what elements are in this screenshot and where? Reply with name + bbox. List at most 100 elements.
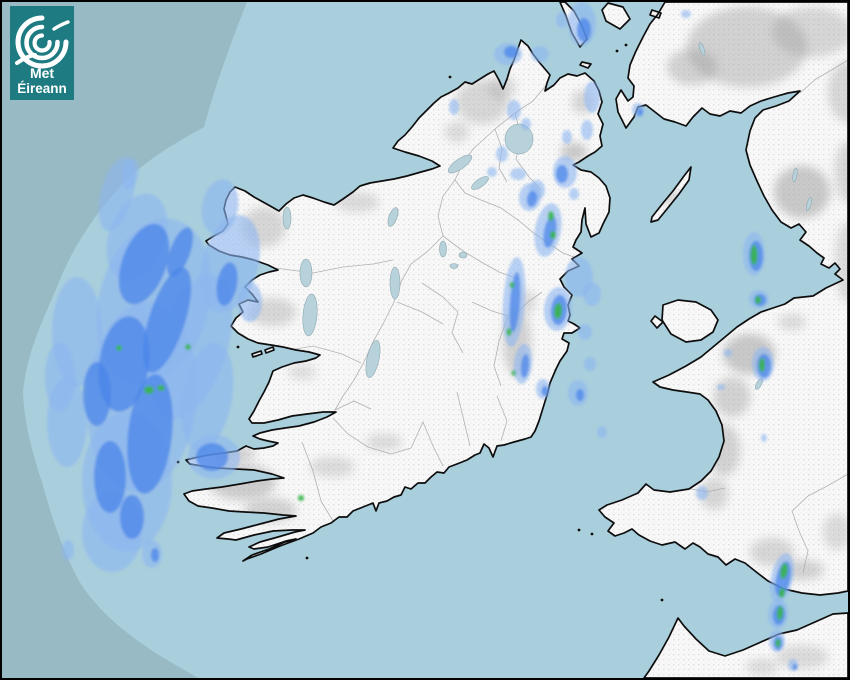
- terrain-relief-shading: [778, 314, 806, 330]
- lake: [447, 154, 473, 174]
- rain-cell-light: [201, 179, 239, 235]
- rain-cell-heavy: [548, 211, 554, 221]
- rain-cell-medium: [127, 374, 173, 494]
- rain-cell-medium: [142, 267, 192, 373]
- met-eireann-logo: Met Éireann: [10, 6, 74, 100]
- county-boundary-line: [245, 259, 394, 274]
- lake: [806, 196, 812, 212]
- rain-cell-heavy: [759, 358, 765, 372]
- island-4-coastline: [650, 166, 692, 223]
- county-boundary-line: [332, 417, 392, 455]
- county-boundary-line: [390, 421, 444, 467]
- lake: [299, 258, 313, 288]
- rain-cell-light: [583, 282, 601, 306]
- terrain-relief-shading: [667, 49, 717, 85]
- terrain-relief-shading: [828, 62, 848, 122]
- rain-cell-light: [180, 342, 234, 452]
- rain-cell-light: [562, 130, 572, 144]
- islet-dot: [448, 75, 452, 79]
- island-3-coastline: [579, 61, 592, 69]
- rain-cell-light: [531, 46, 549, 62]
- island-2-texture: [650, 10, 661, 18]
- island-8-texture: [265, 347, 274, 353]
- rain-cell-light: [521, 118, 531, 130]
- rain-cell-medium: [504, 46, 518, 58]
- lake: [302, 293, 318, 337]
- islet-dot: [615, 49, 619, 53]
- terrain-relief-shading: [835, 222, 848, 302]
- terrain-relief-shading: [746, 659, 778, 675]
- island-7-texture: [252, 351, 262, 357]
- rain-cell-medium: [577, 18, 591, 42]
- rain-cell-heavy: [506, 328, 512, 336]
- rain-cell-medium: [556, 165, 568, 183]
- rain-cell-heavy: [775, 639, 781, 647]
- rain-cell-light: [569, 188, 579, 200]
- rain-cell-heavy: [776, 606, 784, 620]
- island-6-coastline: [650, 315, 664, 329]
- lake: [792, 167, 798, 183]
- islet-dot: [660, 598, 664, 602]
- lakes: [282, 42, 812, 390]
- rain-cell-heavy: [509, 282, 515, 288]
- rain-cell-light: [449, 99, 459, 115]
- terrain-relief-shading: [288, 364, 316, 380]
- logo-text-met: Met: [30, 65, 54, 81]
- terrain-relief-shading: [823, 514, 848, 550]
- rain-cell-medium: [83, 362, 111, 426]
- rain-cell-light: [584, 357, 596, 371]
- county-boundary-line: [799, 59, 848, 94]
- islet-dot: [305, 556, 309, 560]
- lake: [458, 251, 468, 259]
- great-britain-north-landmass-texture: [599, 2, 848, 595]
- rain-cell-light: [510, 168, 526, 180]
- rain-cell-heavy: [778, 588, 786, 598]
- rain-cell-heavy: [750, 245, 758, 265]
- rain-cell-heavy: [553, 303, 563, 319]
- county-boundary-line: [442, 235, 520, 280]
- lake: [449, 263, 459, 269]
- rain-cell-medium: [151, 548, 159, 562]
- rain-cell-heavy: [116, 345, 122, 351]
- rain-cell-light: [717, 384, 725, 390]
- rain-cell-light: [681, 10, 691, 18]
- county-boundary-line: [334, 400, 372, 411]
- terrain-relief-shading: [445, 122, 469, 142]
- rain-cell-heavy: [157, 385, 165, 391]
- rain-cell-medium: [118, 223, 170, 305]
- islet-dot: [590, 532, 594, 536]
- terrain-relief-shading: [366, 434, 402, 450]
- county-boundary-line: [334, 235, 444, 411]
- county-boundary-line: [456, 391, 471, 447]
- lake: [387, 207, 399, 227]
- coastlines: [176, 2, 848, 678]
- rain-cell-light: [45, 342, 75, 412]
- rain-cell-light: [121, 158, 139, 190]
- county-boundary-line: [437, 179, 456, 237]
- islet-dot: [577, 528, 581, 532]
- rain-cell-light: [556, 12, 568, 28]
- rain-cell-heavy: [185, 344, 191, 350]
- rain-cell-heavy: [550, 231, 556, 239]
- island-5-coastline: [661, 299, 719, 343]
- rain-cell-heavy: [144, 386, 154, 394]
- rain-cell-light: [724, 349, 732, 357]
- terrain-relief-shading: [772, 7, 848, 57]
- rain-cell-heavy: [298, 495, 304, 501]
- rain-cell-light: [696, 486, 708, 500]
- rain-cell-medium: [216, 262, 238, 306]
- lake: [282, 206, 292, 230]
- rain-cell-light: [584, 81, 600, 113]
- rain-cell-light: [487, 167, 497, 177]
- ireland-landmass-texture: [184, 40, 610, 561]
- rain-cell-medium: [526, 191, 538, 207]
- rain-cell-medium: [576, 389, 584, 401]
- county-boundary-line: [283, 345, 362, 364]
- logo-text-eireann: Éireann: [17, 81, 67, 96]
- rain-cell-medium: [98, 316, 150, 412]
- rain-cell-medium: [520, 354, 530, 378]
- county-boundary-line: [421, 282, 464, 354]
- terrain-relief-shading: [835, 142, 848, 202]
